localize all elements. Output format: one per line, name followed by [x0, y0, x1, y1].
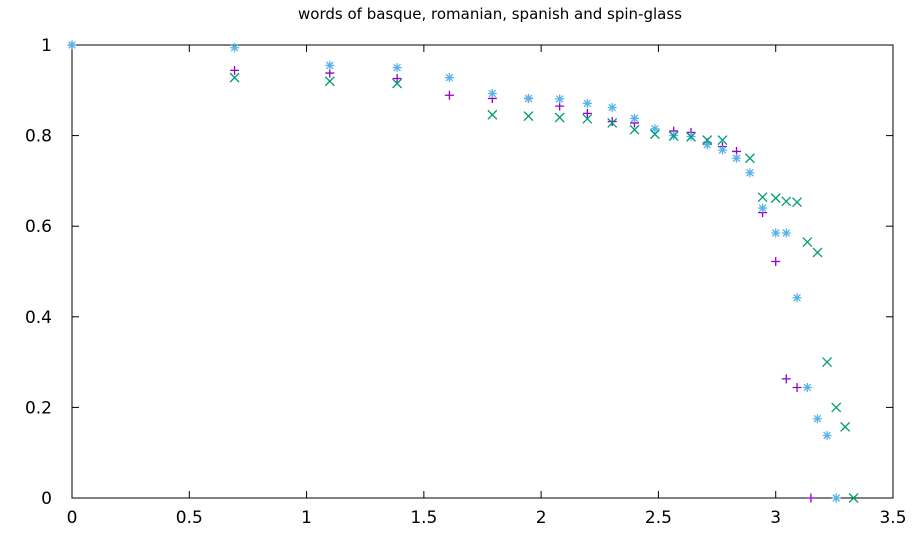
data-point-cross: [840, 421, 851, 432]
data-point-star: [325, 60, 335, 70]
y-tick-label: 0.4: [25, 308, 52, 328]
data-point-cross: [649, 129, 660, 140]
data-point-plus: [325, 68, 335, 78]
y-tick-label: 0.8: [25, 127, 52, 147]
series-0-plus: [67, 40, 816, 503]
data-point-cross: [717, 135, 728, 146]
data-point-star: [781, 228, 791, 238]
data-point-star: [230, 43, 240, 53]
data-point-plus: [792, 382, 802, 392]
data-point-star: [771, 228, 781, 238]
data-point-cross: [744, 153, 755, 164]
data-point-cross: [229, 72, 240, 83]
x-tick-label: 3: [770, 508, 781, 528]
data-point-cross: [668, 131, 679, 142]
data-point-cross: [607, 117, 618, 128]
x-tick-label: 2.5: [645, 508, 672, 528]
plot-frame: [71, 44, 894, 499]
data-point-star: [822, 430, 832, 440]
series-2-cross: [229, 72, 859, 503]
data-point-cross: [770, 193, 781, 204]
data-point-plus: [582, 108, 592, 118]
data-point-star: [392, 63, 402, 73]
x-tick-label: 0: [67, 508, 78, 528]
data-point-cross: [629, 124, 640, 135]
y-tick-label: 1: [41, 36, 52, 56]
data-point-plus: [607, 117, 617, 127]
data-points: [67, 40, 859, 503]
chart-title: words of basque, romanian, spanish and s…: [298, 5, 682, 23]
data-point-cross: [487, 109, 498, 120]
data-point-cross: [702, 135, 713, 146]
data-point-star: [732, 153, 742, 163]
data-point-cross: [802, 237, 813, 248]
data-point-cross: [686, 131, 696, 142]
data-point-star: [582, 98, 592, 108]
data-point-star: [717, 145, 727, 155]
data-point-cross: [757, 192, 768, 203]
x-tick-label: 3.5: [879, 508, 906, 528]
data-point-cross: [554, 112, 565, 123]
data-point-star: [607, 103, 617, 113]
data-point-star: [792, 293, 802, 303]
axes: 0 0.5 1 1.5 2 2.5 3 3.5 0 0.2 0.4 0.6 0.8 1: [25, 36, 907, 528]
x-tick-label: 2: [536, 508, 547, 528]
x-tick-label: 1: [301, 508, 312, 528]
data-point-cross: [822, 357, 833, 368]
data-point-cross: [812, 247, 823, 258]
data-point-star: [812, 414, 822, 424]
data-point-star: [67, 40, 77, 50]
data-point-plus: [781, 374, 791, 384]
data-point-star: [702, 140, 712, 150]
data-point-cross: [792, 197, 803, 208]
data-point-star: [444, 73, 454, 83]
series-1-star: [67, 40, 841, 503]
data-point-cross: [324, 76, 335, 87]
data-point-star: [758, 203, 768, 213]
data-point-cross: [392, 78, 403, 89]
data-point-plus: [771, 257, 781, 267]
data-point-star: [555, 94, 565, 104]
data-point-plus: [392, 74, 402, 84]
data-point-cross: [831, 402, 842, 413]
x-tick-label: 1.5: [410, 508, 437, 528]
x-tick-label: 0.5: [176, 508, 203, 528]
data-point-cross: [848, 493, 859, 503]
data-point-cross: [781, 196, 792, 207]
data-point-star: [630, 113, 640, 123]
data-point-plus: [444, 90, 454, 100]
data-point-star: [802, 382, 812, 392]
data-point-star: [650, 124, 660, 134]
data-point-star: [831, 493, 841, 503]
data-point-plus: [230, 65, 240, 75]
data-point-star: [487, 88, 497, 98]
data-point-cross: [523, 111, 534, 122]
data-point-star: [523, 93, 533, 103]
data-point-star: [745, 168, 755, 178]
data-point-plus: [806, 493, 816, 503]
y-tick-label: 0: [41, 489, 52, 509]
y-tick-label: 0.2: [25, 398, 52, 418]
y-tick-label: 0.6: [25, 217, 52, 237]
data-point-cross: [582, 113, 593, 124]
